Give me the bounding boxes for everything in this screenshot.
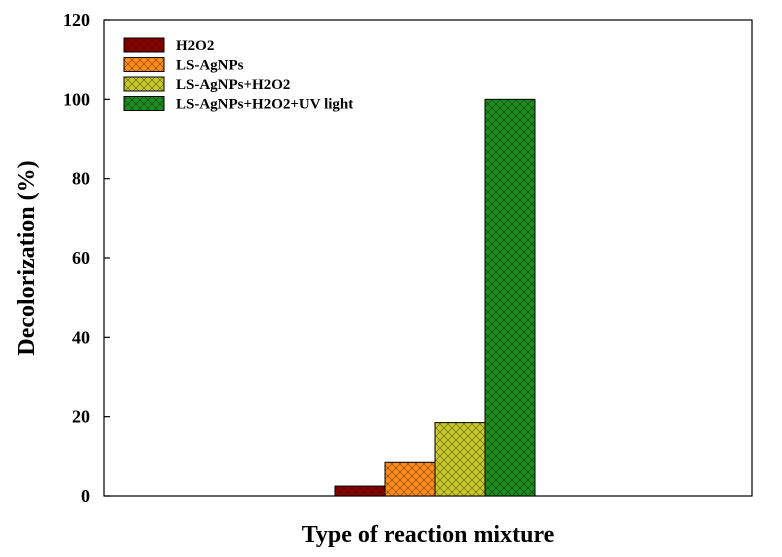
bars-layer [334,98,536,497]
legend-label: LS-AgNPs+H2O2+UV light [176,97,353,113]
y-tick-label: 80 [72,169,90,189]
y-tick-label: 120 [63,10,90,30]
legend-swatch [123,37,165,53]
y-tick-label: 20 [72,407,90,427]
bar-ls-agnps-h2o2 [434,422,486,497]
bar-h2o2 [334,485,386,497]
y-tick-label: 40 [72,327,90,347]
legend-label: LS-AgNPs+H2O2 [176,77,290,93]
bar-ls-agnps [384,461,436,497]
legend-label: H2O2 [176,38,214,54]
y-axis-title: Decolorization (%) [14,160,40,355]
legend: H2O2 LS-AgNPs LS-AgNPs+H2O2 LS-AgNPs+H2O2+U… [123,37,353,113]
y-tick-label: 100 [63,89,90,109]
legend-swatch [123,57,165,72]
legend-label: LS-AgNPs [176,58,244,74]
y-tick-label: 0 [81,486,90,506]
legend-swatch [123,96,165,111]
legend-swatch [123,76,165,92]
y-tick-label: 60 [72,248,90,268]
x-axis-title: Type of reaction mixture [302,522,555,548]
y-axis: 0 20 40 60 80 100 120 [63,10,110,506]
bar-ls-agnps-h2o2-uv-light [484,98,536,497]
